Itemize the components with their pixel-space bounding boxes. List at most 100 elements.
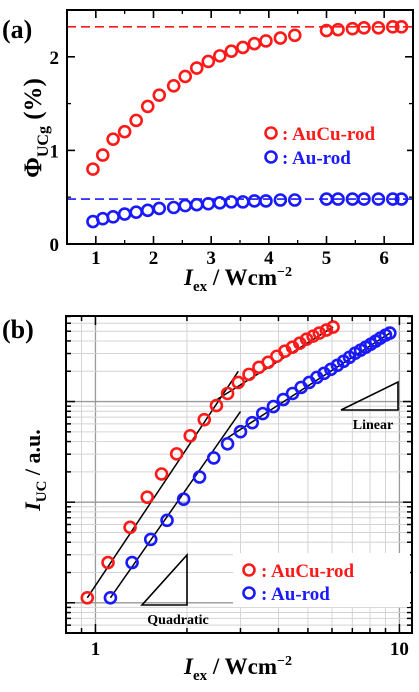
data-point	[231, 375, 246, 390]
data-point	[287, 193, 302, 207]
data-point	[80, 590, 95, 605]
data-point	[178, 198, 193, 213]
plot-frame-b	[65, 315, 413, 634]
data-point	[169, 447, 184, 461]
data-point	[236, 195, 250, 209]
x-tick-label: 2	[149, 248, 159, 269]
data-point	[176, 492, 191, 506]
x-tick-label: 6	[379, 248, 389, 269]
slope-label-linear: Linear	[353, 418, 393, 433]
legend-label-aucu: : AuCu-rod	[282, 124, 376, 145]
series-au-rod	[86, 192, 409, 229]
data-point	[357, 20, 371, 35]
y-tick-label: 2	[50, 48, 60, 69]
data-point	[178, 69, 193, 84]
data-point	[276, 392, 291, 407]
data-point	[129, 113, 143, 128]
data-point	[213, 196, 227, 210]
data-point	[287, 28, 302, 43]
data-point	[154, 467, 169, 481]
data-point	[245, 415, 260, 430]
tick-labels-b: 1 10	[91, 639, 409, 660]
data-point	[117, 207, 132, 221]
data-point	[224, 195, 239, 209]
data-point	[129, 205, 143, 219]
data-point	[273, 193, 288, 207]
data-point	[152, 201, 167, 216]
data-point	[213, 49, 227, 63]
data-point	[166, 79, 181, 93]
data-point	[125, 555, 139, 570]
data-point	[233, 424, 248, 439]
x-tick-label: 10	[390, 639, 409, 660]
slope-label-quadratic: Quadratic	[147, 613, 208, 628]
x-axis-title-a: Iex / Wcm−2	[183, 265, 292, 295]
legend-b: : AuCu-rod : Au-rod	[233, 553, 410, 607]
data-point	[220, 437, 235, 451]
data-point	[123, 520, 137, 535]
fit-line	[86, 370, 239, 599]
panel-label-b: (b)	[2, 315, 34, 344]
legend-box-b	[233, 553, 410, 607]
slope-guide-quadratic	[140, 552, 188, 606]
panel-label-a: (a)	[2, 15, 32, 44]
panel-a: 1 2 3 4 5 6 0 1 2 (a) ΦUCg (%) Iex / Wcm−2 : AuC…	[2, 9, 414, 295]
legend-label-aucu-b: : AuCu-rod	[261, 561, 355, 582]
legend-label-au-b: : Au-rod	[261, 584, 330, 605]
reference-lines	[67, 26, 413, 200]
fit-line	[109, 411, 242, 599]
data-point	[189, 61, 204, 75]
data-point	[117, 124, 132, 139]
data-point	[86, 162, 100, 176]
data-point	[259, 34, 273, 48]
data-point	[209, 398, 224, 413]
data-point	[312, 326, 327, 340]
data-point	[106, 132, 120, 146]
data-point	[247, 36, 262, 51]
x-tick-label: 5	[322, 248, 332, 269]
data-point	[160, 513, 174, 528]
data-point	[394, 192, 409, 206]
data-point	[299, 332, 314, 346]
legend-label-au: : Au-rod	[282, 148, 351, 169]
data-point	[152, 88, 167, 102]
y-tick-label: 1	[50, 141, 60, 162]
legend-marker-au	[264, 150, 278, 164]
data-point	[266, 399, 281, 414]
data-point	[166, 200, 181, 215]
data-point	[183, 428, 198, 443]
legend-marker-au-b	[242, 586, 256, 600]
data-point	[236, 40, 250, 55]
data-point	[201, 54, 216, 69]
axis-ticks-a	[67, 10, 413, 245]
data-point	[140, 99, 155, 114]
data-point	[386, 20, 400, 34]
data-point	[206, 451, 221, 465]
data-point	[192, 470, 207, 484]
data-point	[394, 20, 409, 34]
legend-a: : AuCu-rod : Au-rod	[257, 121, 407, 169]
data-point	[331, 192, 345, 206]
tick-labels-a: 1 2 3 4 5 6 0 1 2	[50, 48, 389, 269]
legend-marker-aucu-b	[242, 563, 256, 577]
data-point	[357, 192, 371, 206]
data-point	[386, 192, 400, 206]
data-point	[140, 203, 155, 218]
data-point	[197, 412, 212, 427]
x-axis-title-b: Iex / Wcm−2	[183, 654, 292, 684]
data-point	[371, 20, 386, 35]
data-point	[224, 44, 239, 58]
data-point	[242, 367, 256, 382]
data-point	[371, 192, 386, 206]
data-point	[326, 320, 340, 334]
data-point	[319, 323, 334, 337]
data-point	[220, 386, 235, 401]
series-au-rod-log	[103, 326, 397, 605]
data-point	[140, 490, 155, 504]
data-point	[247, 194, 262, 208]
data-point	[255, 406, 270, 421]
panel-b: Quadratic Linear 1 10 (b) IUC / a.u. Iex …	[2, 315, 413, 684]
y-axis-title-b: IUC / a.u.	[20, 429, 50, 512]
